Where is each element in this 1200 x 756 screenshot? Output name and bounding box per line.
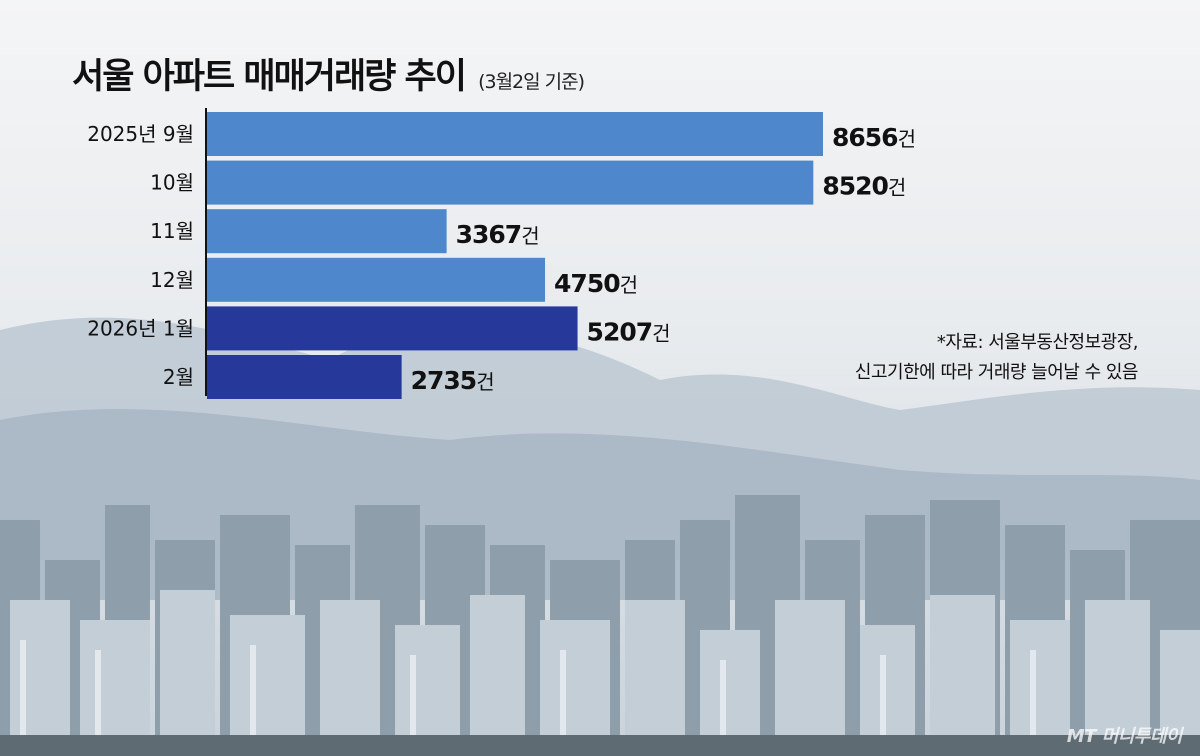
category-label: 2월 bbox=[163, 365, 194, 389]
title-block: 서울 아파트 매매거래량 추이 (3월2일 기준) bbox=[72, 48, 585, 99]
category-label: 10월 bbox=[150, 171, 194, 195]
value-label: 8520건 bbox=[822, 172, 905, 201]
chart-title: 서울 아파트 매매거래량 추이 bbox=[72, 57, 467, 97]
value-label: 5207건 bbox=[587, 317, 670, 346]
watermark: MT 머니투데이 bbox=[1066, 726, 1183, 747]
bar bbox=[207, 306, 578, 351]
source-note-line-1: *자료: 서울부동산정보광장, bbox=[936, 332, 1139, 353]
value-label: 4750건 bbox=[554, 269, 637, 298]
bar bbox=[207, 160, 814, 205]
source-note-line-2: 신고기한에 따라 거래량 늘어날 수 있음 bbox=[854, 362, 1139, 383]
category-label: 2026년 1월 bbox=[87, 316, 194, 340]
chart-subtitle: (3월2일 기준) bbox=[478, 71, 585, 93]
category-label: 12월 bbox=[150, 268, 194, 292]
bar bbox=[207, 209, 447, 254]
source-note: *자료: 서울부동산정보광장, 신고기한에 따라 거래량 늘어날 수 있음 bbox=[854, 328, 1139, 388]
bar bbox=[207, 355, 402, 399]
value-label: 8656건 bbox=[832, 123, 915, 152]
category-label: 2025년 9월 bbox=[87, 122, 194, 146]
value-label: 2735건 bbox=[411, 366, 494, 395]
bar bbox=[207, 112, 823, 156]
bar bbox=[207, 257, 546, 302]
category-label: 11월 bbox=[150, 219, 194, 243]
value-label: 3367건 bbox=[456, 220, 539, 249]
